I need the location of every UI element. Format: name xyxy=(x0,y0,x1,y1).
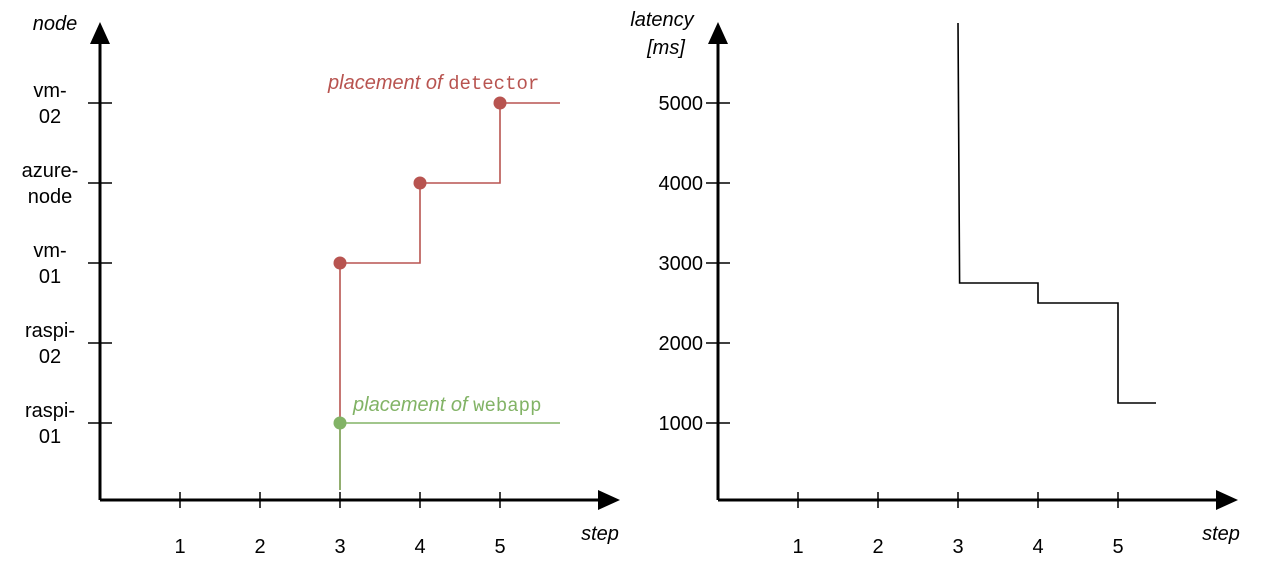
x-tick-label: 2 xyxy=(872,536,883,558)
x-ticks: 1 2 3 4 5 xyxy=(174,492,506,558)
x-axis-label: step xyxy=(581,523,619,545)
x-tick-label: 4 xyxy=(414,536,425,558)
series-webapp: placement of webapp xyxy=(333,394,560,490)
x-ticks: 1 2 3 4 5 xyxy=(792,492,1124,558)
y-tick-label-line1: vm- xyxy=(33,80,66,102)
x-tick-label: 4 xyxy=(1032,536,1043,558)
y-tick-label-line2: 02 xyxy=(39,106,61,128)
y-tick-label-line1: azure- xyxy=(22,160,79,182)
data-point xyxy=(493,96,507,110)
detector-label-prefix: placement of xyxy=(327,72,448,94)
y-axis-label-line2: [ms] xyxy=(646,37,685,59)
x-tick-label: 5 xyxy=(1112,536,1123,558)
y-ticks: 1000 2000 3000 4000 5000 xyxy=(659,93,730,435)
data-point xyxy=(333,256,347,270)
x-tick-label: 1 xyxy=(174,536,185,558)
y-tick-label: 2000 xyxy=(659,333,704,355)
y-axis-label-line1: latency xyxy=(630,9,694,31)
y-tick-label: 1000 xyxy=(659,413,704,435)
data-point xyxy=(333,416,347,430)
detector-line xyxy=(339,102,560,490)
data-point xyxy=(413,176,427,190)
y-tick-label-line1: raspi- xyxy=(25,320,75,342)
x-axis-arrow xyxy=(598,490,620,510)
detector-label-code: detector xyxy=(448,73,539,95)
y-ticks: raspi- 01 raspi- 02 vm- 01 azure-node vm- 02 xyxy=(22,80,112,448)
x-tick-label: 3 xyxy=(334,536,345,558)
y-tick-label-line2: 01 xyxy=(39,266,61,288)
webapp-line xyxy=(339,422,560,490)
webapp-series-label: placement of webapp xyxy=(352,394,542,417)
x-tick-label: 2 xyxy=(254,536,265,558)
y-tick-label-line2: 02 xyxy=(39,346,61,368)
x-tick-label: 5 xyxy=(494,536,505,558)
detector-series-label: placement of detector xyxy=(327,72,539,95)
latency-line xyxy=(957,22,1156,404)
webapp-points xyxy=(333,416,347,430)
webapp-label-prefix: placement of xyxy=(352,394,473,416)
detector-points xyxy=(333,96,507,270)
y-tick-label: 5000 xyxy=(659,93,704,115)
y-tick-label-line1: vm- xyxy=(33,240,66,262)
y-tick-label: 3000 xyxy=(659,253,704,275)
y-tick-label-line2: 01 xyxy=(39,426,61,448)
y-tick-label-line2: node xyxy=(28,186,73,208)
series-detector: placement of detector xyxy=(327,72,560,490)
x-tick-label: 1 xyxy=(792,536,803,558)
y-tick-label-line1: raspi- xyxy=(25,400,75,422)
y-axis-arrow xyxy=(90,22,110,44)
placement-chart: node step 1 2 3 4 5 raspi- 01 raspi- 02 vm- 01 azu… xyxy=(22,13,620,558)
y-axis-label: node xyxy=(33,13,78,35)
webapp-label-code: webapp xyxy=(473,395,541,417)
y-tick-label: 4000 xyxy=(659,173,704,195)
latency-chart: latency [ms] step 1 2 3 4 5 1000 2000 3000 4000… xyxy=(630,9,1240,558)
x-axis-label: step xyxy=(1202,523,1240,545)
x-axis-arrow xyxy=(1216,490,1238,510)
x-tick-label: 3 xyxy=(952,536,963,558)
y-axis-arrow xyxy=(708,22,728,44)
